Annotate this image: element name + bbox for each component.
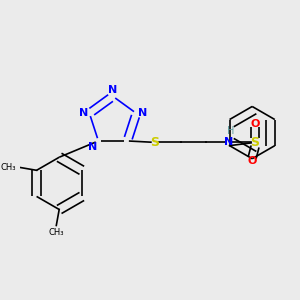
Text: N: N (79, 108, 88, 118)
Text: H: H (227, 126, 234, 136)
Text: N: N (88, 142, 97, 152)
Text: O: O (250, 118, 260, 128)
Text: N: N (224, 137, 234, 147)
Text: CH₃: CH₃ (1, 163, 16, 172)
Text: N: N (138, 108, 147, 118)
Text: O: O (248, 156, 257, 166)
Text: S: S (151, 136, 160, 149)
Text: N: N (108, 85, 118, 95)
Text: CH₃: CH₃ (49, 228, 64, 237)
Text: S: S (250, 136, 260, 149)
